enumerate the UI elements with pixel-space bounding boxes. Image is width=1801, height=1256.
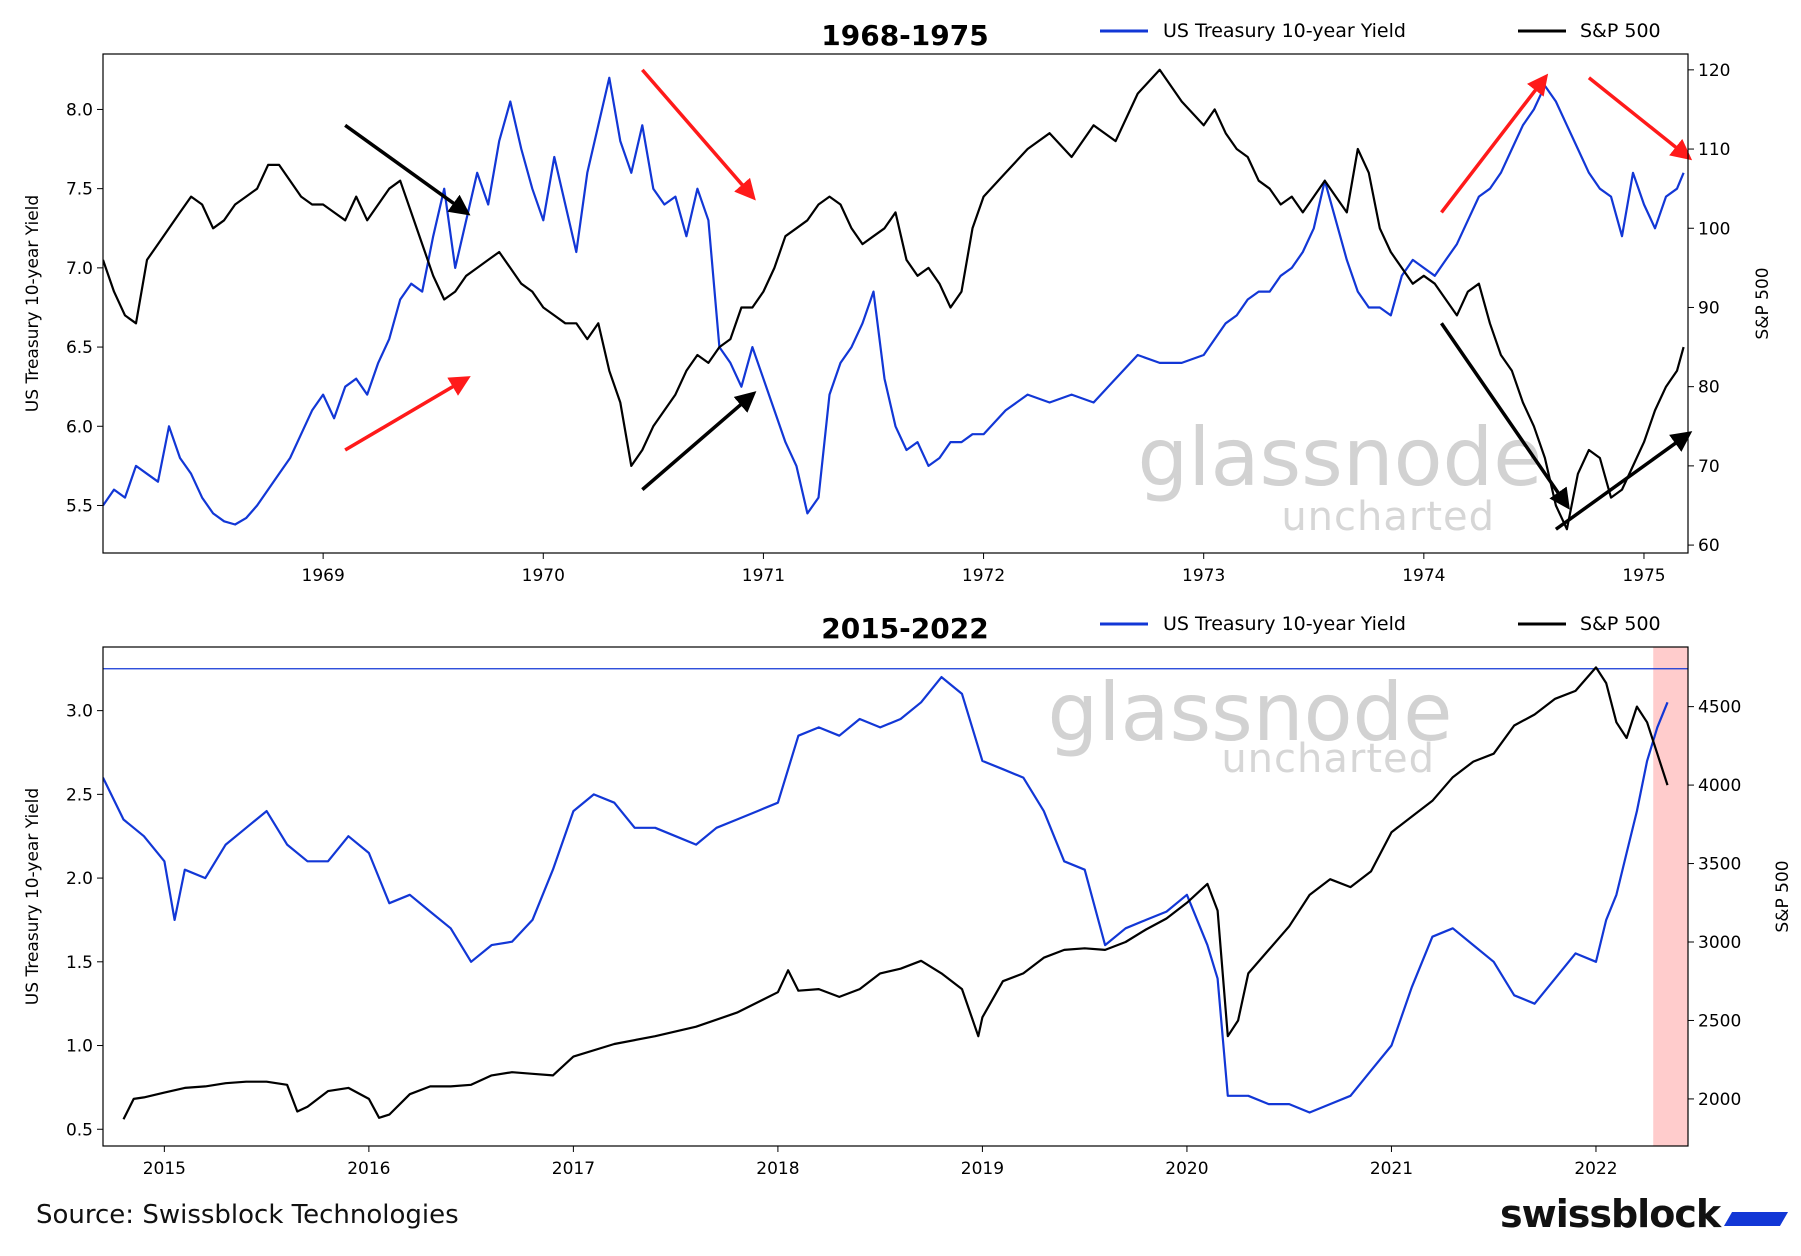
y-left-axis-label: US Treasury 10-year Yield [23,195,43,412]
y-right-tick-label: 3500 [1698,855,1741,875]
annotation-arrow-red [641,68,756,201]
series-group [103,666,1669,1120]
y-left-tick-label: 5.5 [66,496,93,516]
annotation-arrow-black [641,391,757,491]
y-left-tick-label: 8.0 [66,100,93,120]
y-right-axis-label: S&P 500 [1773,860,1793,932]
x-tick-label: 1972 [962,566,1005,586]
y-left-tick-label: 2.5 [66,785,93,805]
x-tick-label: 1971 [742,566,785,586]
y-right-tick-label: 100 [1698,219,1730,239]
x-tick-label: 2019 [961,1159,1004,1179]
y-right-tick-label: 80 [1698,378,1720,398]
y-right-tick-label: 2500 [1698,1011,1741,1031]
y-left-tick-label: 6.5 [66,338,93,358]
x-tick-label: 1975 [1622,566,1665,586]
y-right-tick-label: 70 [1698,457,1720,477]
y-right-tick-label: 110 [1698,140,1730,160]
x-tick-label: 2020 [1165,1159,1208,1179]
y-left-tick-label: 2.0 [66,869,93,889]
shaded-region [1653,647,1688,1146]
y-right-tick-label: 60 [1698,536,1720,556]
brand-mark-icon [1723,1212,1789,1226]
x-tick-label: 1973 [1182,566,1225,586]
watermark-main: glassnode [1137,411,1542,504]
x-tick-label: 2021 [1370,1159,1413,1179]
chart-title: 1968-1975 [821,19,988,52]
legend-label-yield: US Treasury 10-year Yield [1163,613,1406,635]
legend-label-sp500: S&P 500 [1580,613,1661,635]
x-tick-label: 2017 [552,1159,595,1179]
yield-line [103,76,1685,526]
sp500-line [103,68,1685,531]
sp500-line [122,666,1669,1120]
brand-logo: swissblock [1500,1192,1721,1236]
watermark-main: glassnode [1047,666,1452,759]
x-tick-label: 2022 [1574,1159,1617,1179]
y-right-tick-label: 2000 [1698,1090,1741,1110]
chart-title: 2015-2022 [821,612,988,645]
y-right-tick-label: 3000 [1698,933,1741,953]
y-left-tick-label: 7.0 [66,259,93,279]
annotation-arrow-black [1554,431,1693,531]
plot-frame [102,53,1689,554]
plot-frame [102,646,1689,1147]
legend-label-yield: US Treasury 10-year Yield [1163,20,1406,42]
annotation-arrow-red [344,376,471,452]
watermark-sub: uncharted [1221,736,1435,782]
y-left-tick-label: 1.5 [66,953,93,973]
y-left-tick-label: 1.0 [66,1037,93,1057]
x-tick-label: 2018 [756,1159,799,1179]
x-tick-label: 1969 [302,566,345,586]
y-left-axis-label: US Treasury 10-year Yield [23,788,43,1005]
y-left-tick-label: 3.0 [66,702,93,722]
y-left-tick-label: 0.5 [66,1120,93,1140]
watermark-sub: uncharted [1281,494,1495,540]
x-tick-label: 2015 [143,1159,186,1179]
x-tick-label: 1974 [1402,566,1445,586]
y-left-tick-label: 6.0 [66,417,93,437]
x-tick-label: 1970 [522,566,565,586]
annotation-arrow-red [1587,76,1693,161]
annotation-arrow-black [1440,322,1570,510]
series-group [103,68,1685,531]
legend: US Treasury 10-year Yield S&P 500 [1100,613,1661,635]
x-tick-label: 2016 [347,1159,390,1179]
annotation-arrow-red [1440,73,1549,214]
yield-line [103,675,1669,1114]
y-left-tick-label: 7.5 [66,180,93,200]
y-right-tick-label: 90 [1698,298,1720,318]
y-right-tick-label: 120 [1698,61,1730,81]
y-right-axis-label: S&P 500 [1753,267,1773,339]
annotation-arrow-black [344,123,471,216]
source-caption: Source: Swissblock Technologies [36,1200,459,1230]
y-right-tick-label: 4500 [1698,698,1741,718]
legend: US Treasury 10-year Yield S&P 500 [1100,20,1661,42]
legend-label-sp500: S&P 500 [1580,20,1661,42]
y-right-tick-label: 4000 [1698,776,1741,796]
